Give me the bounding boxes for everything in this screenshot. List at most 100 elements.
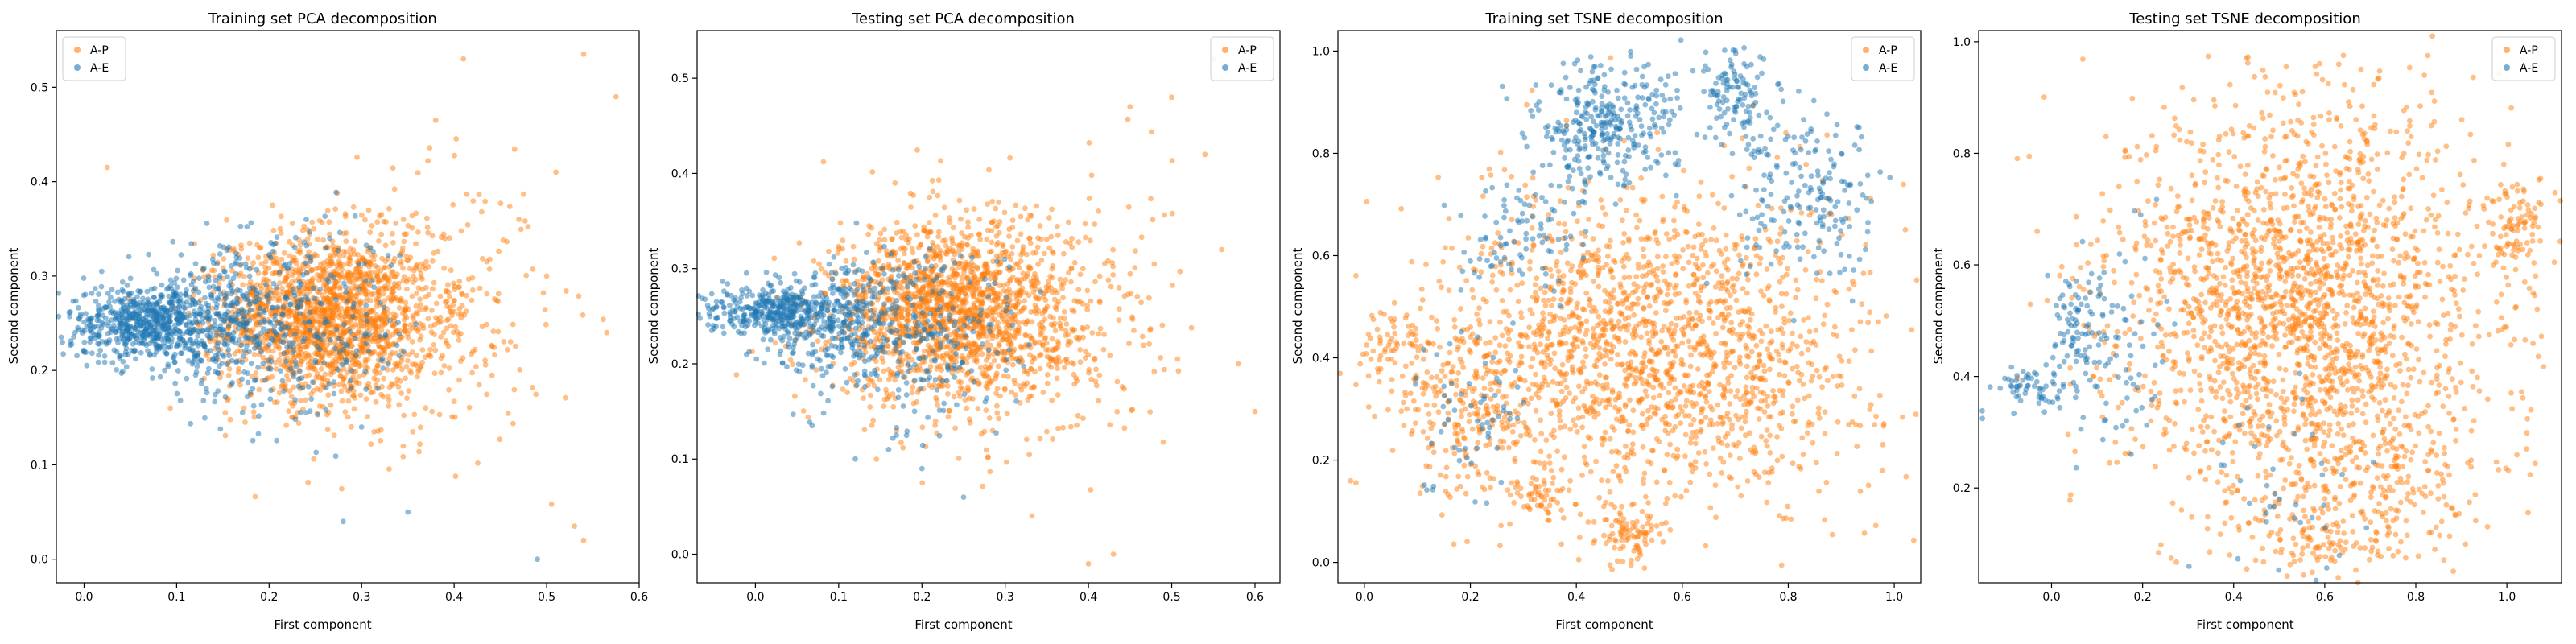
scatter-point	[382, 258, 389, 265]
scatter-point	[362, 357, 369, 363]
scatter-point	[450, 329, 456, 336]
scatter-point	[125, 291, 131, 298]
scatter-point	[1160, 439, 1166, 445]
scatter-point	[344, 298, 350, 304]
scatter-point	[1040, 390, 1046, 395]
scatter-point	[101, 359, 108, 365]
scatter-point	[363, 303, 369, 308]
scatter-point	[369, 278, 375, 284]
scatter-point	[310, 285, 316, 291]
scatter-point	[950, 241, 956, 247]
scatter-point	[154, 317, 160, 324]
scatter-point	[287, 308, 293, 314]
scatter-point	[119, 299, 126, 305]
scatter-point	[447, 305, 453, 311]
y-tick-label: 0.1	[31, 459, 48, 472]
scatter-point	[400, 453, 407, 460]
scatter-point	[284, 344, 291, 350]
scatter-point	[365, 414, 370, 419]
scatter-point	[861, 395, 866, 401]
scatter-point	[137, 341, 142, 346]
scatter-point	[1114, 408, 1121, 415]
scatter-point	[384, 366, 390, 373]
scatter-point	[241, 405, 247, 411]
scatter-point	[270, 304, 275, 311]
scatter-point	[420, 322, 426, 328]
scatter-point	[400, 278, 407, 284]
scatter-point	[339, 485, 345, 492]
scatter-point	[1062, 365, 1067, 371]
scatter-point	[393, 221, 399, 226]
scatter-point	[291, 384, 297, 390]
scatter-point	[994, 402, 1000, 409]
scatter-point	[820, 159, 827, 165]
scatter-point	[345, 398, 352, 404]
scatter-point	[919, 284, 926, 291]
scatter-point	[983, 447, 989, 453]
scatter-point	[1188, 324, 1195, 331]
scatter-point	[302, 397, 308, 403]
scatter-point	[226, 353, 232, 359]
scatter-point	[1057, 276, 1063, 283]
scatter-point	[382, 274, 387, 279]
scatter-point	[460, 56, 467, 62]
scatter-point	[458, 311, 464, 317]
scatter-point	[245, 255, 251, 261]
scatter-point	[279, 312, 286, 318]
scatter-point	[390, 332, 396, 338]
scatter-point	[146, 251, 152, 258]
scatter-point	[199, 377, 205, 383]
scatter-point	[323, 407, 329, 413]
scatter-point	[120, 368, 126, 374]
scatter-point	[353, 348, 360, 353]
scatter-point	[337, 312, 344, 319]
scatter-point	[297, 250, 303, 256]
scatter-point	[205, 274, 212, 280]
scatter-point	[790, 361, 795, 368]
scatter-point	[989, 335, 995, 341]
scatter-point	[1037, 339, 1043, 345]
x-tick-label: 0.5	[538, 591, 555, 604]
scatter-point	[265, 328, 270, 335]
scatter-point	[1029, 385, 1034, 391]
scatter-point	[1016, 279, 1022, 286]
scatter-point	[881, 403, 887, 409]
scatter-point	[453, 136, 460, 142]
scatter-point	[1088, 298, 1094, 304]
scatter-point	[497, 200, 504, 206]
scatter-point	[997, 283, 1003, 289]
scatter-point	[247, 279, 254, 285]
scatter-point	[375, 342, 382, 349]
scatter-point	[183, 291, 189, 297]
scatter-point	[1039, 324, 1046, 330]
scatter-point	[1075, 412, 1081, 419]
scatter-point	[382, 333, 389, 339]
scatter-point	[124, 283, 130, 288]
scatter-point	[267, 320, 274, 326]
scatter-point	[946, 274, 952, 280]
data-points	[696, 56, 1258, 567]
scatter-point	[386, 206, 392, 212]
scatter-point	[448, 267, 454, 274]
scatter-point	[1055, 365, 1060, 372]
scatter-point	[1024, 380, 1030, 386]
scatter-point	[930, 188, 936, 195]
scatter-point	[329, 306, 336, 312]
scatter-point	[268, 358, 275, 365]
scatter-point	[362, 368, 368, 374]
scatter-point	[395, 384, 402, 390]
scatter-point	[350, 313, 356, 320]
scatter-point	[328, 272, 334, 279]
data-points	[56, 51, 619, 563]
scatter-point	[280, 303, 287, 310]
scatter-point	[941, 204, 947, 211]
scatter-point	[263, 258, 269, 265]
scatter-point	[394, 283, 399, 289]
scatter-point	[313, 449, 320, 456]
scatter-point	[324, 208, 331, 214]
x-tick-label: 0.1	[167, 591, 185, 604]
scatter-point	[299, 296, 305, 303]
scatter-point	[1042, 336, 1048, 342]
scatter-point	[405, 509, 411, 515]
scatter-point	[1027, 352, 1033, 358]
